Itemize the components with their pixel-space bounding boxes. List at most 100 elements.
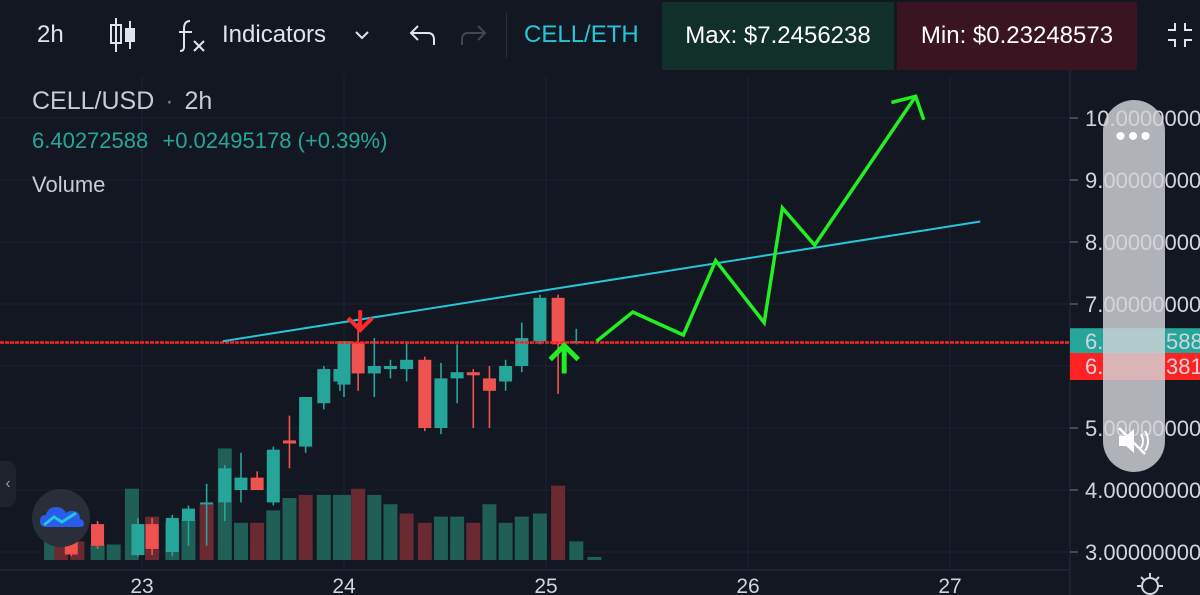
candle-body bbox=[266, 449, 280, 503]
candle-body bbox=[499, 366, 513, 382]
x-tick-label: 26 bbox=[736, 575, 759, 595]
candle-body bbox=[250, 477, 264, 490]
volume-bar bbox=[282, 498, 297, 560]
min-price-label: Min: $0.23248573 bbox=[920, 22, 1114, 49]
candle-body bbox=[482, 378, 496, 391]
legend-volume: Volume bbox=[32, 172, 106, 197]
sell-arrow-head bbox=[346, 316, 374, 333]
volume-bar bbox=[399, 513, 414, 560]
indicators-button[interactable]: Indicators bbox=[176, 0, 370, 70]
interval-selector[interactable]: 2h bbox=[37, 0, 64, 70]
volume-bar bbox=[514, 516, 529, 560]
volume-bar bbox=[498, 522, 513, 560]
volume-bar bbox=[433, 516, 448, 560]
redo-button[interactable] bbox=[460, 0, 488, 70]
max-price-label: Max: $7.2456238 bbox=[685, 22, 871, 49]
volume-bar bbox=[106, 544, 121, 560]
gear-icon bbox=[1137, 573, 1163, 595]
candle-body bbox=[165, 517, 179, 552]
candle-body bbox=[200, 502, 214, 505]
candle-body bbox=[299, 397, 313, 447]
candle-body bbox=[181, 508, 195, 521]
candle-body bbox=[515, 338, 529, 366]
chevron-down-icon bbox=[355, 31, 369, 40]
redo-icon bbox=[461, 25, 487, 45]
candle-body bbox=[466, 372, 480, 376]
volume-bar bbox=[587, 556, 602, 560]
candle-body bbox=[533, 297, 547, 342]
candle-body bbox=[218, 468, 232, 503]
time-axis: 23 24 25 26 27 bbox=[130, 575, 961, 595]
annotation-arrows bbox=[346, 94, 926, 374]
candle-body bbox=[131, 524, 145, 556]
volume-bar bbox=[551, 485, 566, 560]
x-tick-label: 27 bbox=[938, 575, 961, 595]
candle-body bbox=[434, 378, 448, 428]
function-fx-icon bbox=[179, 20, 205, 52]
candle-body bbox=[383, 366, 397, 370]
mute-icon[interactable] bbox=[1115, 422, 1153, 460]
min-price-box: Min: $0.23248573 bbox=[897, 2, 1137, 70]
chart-type-button[interactable] bbox=[108, 0, 138, 70]
forecast-arrowhead bbox=[890, 94, 926, 121]
trend-line bbox=[222, 220, 981, 343]
floating-control-panel[interactable]: ••• bbox=[1103, 100, 1165, 472]
legend-symbol-name: CELL/USD bbox=[32, 87, 155, 115]
volume-bar bbox=[351, 488, 366, 560]
volume-bar bbox=[569, 541, 584, 560]
x-tick-label: 25 bbox=[534, 575, 557, 595]
legend-separator: · bbox=[165, 87, 174, 115]
volume-bar bbox=[250, 522, 265, 560]
chart-grid bbox=[0, 75, 1070, 570]
cloud-logo-icon bbox=[40, 507, 84, 527]
interval-label: 2h bbox=[37, 21, 64, 48]
x-tick-label: 24 bbox=[332, 575, 356, 595]
candle-body bbox=[351, 342, 365, 374]
candle-body bbox=[234, 477, 248, 490]
candle-body bbox=[145, 524, 159, 549]
y-tick-label: 4.00000000 bbox=[1085, 478, 1200, 503]
fullscreen-button[interactable] bbox=[1166, 0, 1194, 70]
y-tick-label: 3.00000000 bbox=[1085, 540, 1200, 565]
toolbar-divider bbox=[506, 12, 507, 58]
undo-icon bbox=[409, 25, 435, 45]
volume-bar bbox=[316, 494, 331, 560]
max-price-box: Max: $7.2456238 bbox=[662, 2, 894, 70]
volume-bar bbox=[417, 522, 432, 560]
volume-bar bbox=[482, 504, 497, 560]
legend-symbol: CELL/USD · 2h bbox=[32, 87, 212, 116]
volume-bar bbox=[450, 516, 465, 560]
x-tick-label: 23 bbox=[130, 575, 153, 595]
price-tag-label: 6. bbox=[1085, 329, 1103, 354]
candle-body bbox=[91, 524, 105, 546]
price-tag-suffix: 588 bbox=[1166, 329, 1200, 354]
side-panel-toggle[interactable]: ‹ bbox=[0, 461, 16, 507]
price-chart[interactable]: 3.000000004.000000005.000000007.00000000… bbox=[0, 70, 1200, 595]
candle-body bbox=[337, 341, 351, 385]
pair-label: CELL/ETH bbox=[524, 21, 639, 48]
volume-bars bbox=[44, 448, 602, 560]
compare-pair-button[interactable]: CELL/ETH bbox=[524, 0, 639, 70]
grid-menu-icon[interactable]: ••• bbox=[1115, 120, 1153, 153]
candle-body bbox=[450, 372, 464, 379]
volume-bar bbox=[466, 522, 481, 560]
legend-last-price: 6.40272588 bbox=[32, 128, 149, 153]
buy-arrow-head bbox=[548, 342, 580, 362]
volume-bar bbox=[383, 504, 398, 560]
undo-button[interactable] bbox=[408, 0, 436, 70]
price-tag-label: 6. bbox=[1085, 354, 1103, 379]
legend-change: +0.02495178 (+0.39%) bbox=[162, 128, 388, 153]
candle-body bbox=[282, 440, 296, 444]
volume-bar bbox=[266, 510, 281, 560]
volume-bar bbox=[337, 494, 351, 560]
chevron-left-icon: ‹ bbox=[5, 475, 11, 492]
brand-logo bbox=[32, 489, 90, 547]
volume-bar bbox=[90, 544, 105, 560]
collapse-icon bbox=[1168, 23, 1192, 47]
candle-body bbox=[551, 297, 565, 345]
candlesticks bbox=[64, 294, 583, 557]
volume-bar bbox=[233, 522, 248, 560]
volume-bar bbox=[298, 494, 313, 560]
candle-body bbox=[367, 366, 381, 374]
forecast-path bbox=[595, 95, 918, 343]
